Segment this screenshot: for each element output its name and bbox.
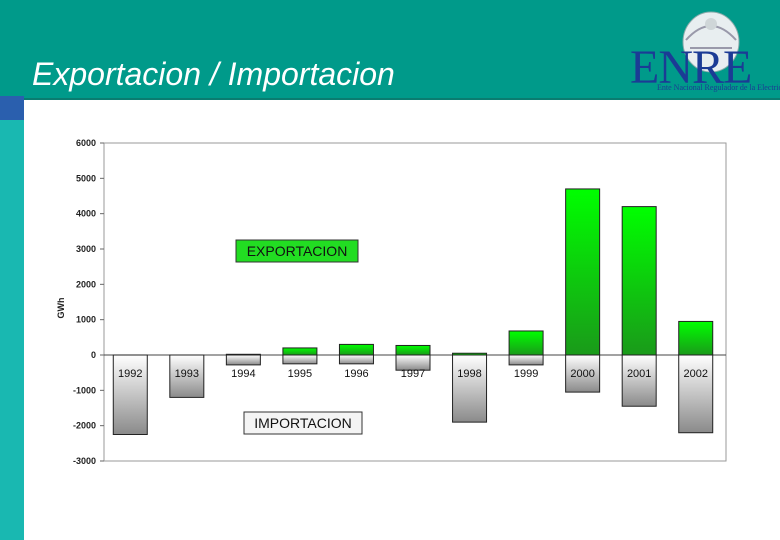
import-bar-1995: [282, 354, 318, 365]
category-label-1994: 1994: [231, 368, 255, 380]
category-label-1997: 1997: [401, 368, 425, 380]
import-bar-1998: [452, 354, 488, 423]
import-label-box: [243, 411, 363, 435]
export-label-box: [235, 239, 359, 263]
import-bar-1997: [395, 354, 431, 371]
category-label-1996: 1996: [344, 368, 368, 380]
y-axis-label: GWh: [56, 298, 66, 319]
category-label-2001: 2001: [627, 368, 651, 380]
import-bar-2000: [565, 354, 601, 393]
y-tick-label: -2000: [73, 421, 96, 431]
category-label-1993: 1993: [175, 368, 199, 380]
header-divider: [24, 98, 780, 100]
y-tick-label: 0: [91, 350, 96, 360]
import-bar-1993: [169, 354, 205, 398]
category-label-2000: 2000: [570, 368, 594, 380]
slide-header: [0, 0, 780, 98]
export-bar-1997: [395, 344, 431, 356]
category-label-1992: 1992: [118, 368, 142, 380]
y-tick-label: 6000: [76, 138, 96, 148]
import-bar-1994: [225, 354, 261, 366]
import-bar-2002: [678, 354, 714, 434]
plot-area: [103, 142, 727, 462]
import-bar-1999: [508, 354, 544, 366]
y-tick-label: 2000: [76, 279, 96, 289]
y-tick-label: 5000: [76, 173, 96, 183]
logo-subtitle: Ente Nacional Regulador de la Electricid…: [657, 83, 780, 92]
export-bar-1996: [338, 343, 374, 356]
category-label-2002: 2002: [683, 368, 707, 380]
left-accent-bar: [0, 98, 24, 540]
export-bar-2002: [678, 320, 714, 356]
export-bar-1995: [282, 347, 318, 356]
import-bar-2001: [621, 354, 657, 407]
y-tick-label: 3000: [76, 244, 96, 254]
enre-logo-icon: [682, 11, 740, 73]
slide-title: Exportacion / Importacion: [32, 56, 395, 92]
y-tick-label: 4000: [76, 209, 96, 219]
y-tick-label: 1000: [76, 315, 96, 325]
logo-wordmark: ENRE: [630, 41, 752, 94]
export-bar-1999: [508, 330, 544, 356]
export-bar-2000: [565, 188, 601, 356]
export-bar-2001: [621, 206, 657, 356]
export-series-label: EXPORTACION: [247, 243, 348, 259]
import-bar-1996: [338, 354, 374, 365]
y-tick-label: -3000: [73, 456, 96, 466]
category-label-1998: 1998: [457, 368, 481, 380]
category-label-1995: 1995: [288, 368, 312, 380]
import-series-label: IMPORTACION: [254, 415, 352, 431]
bar-chart: 6000 5000 4000 3000 2000 1000 0 -1000 -2000 -3000…: [56, 138, 727, 466]
category-label-1999: 1999: [514, 368, 538, 380]
import-bar-1992: [112, 354, 148, 435]
left-accent-square: [0, 96, 24, 120]
y-tick-label: -1000: [73, 385, 96, 395]
